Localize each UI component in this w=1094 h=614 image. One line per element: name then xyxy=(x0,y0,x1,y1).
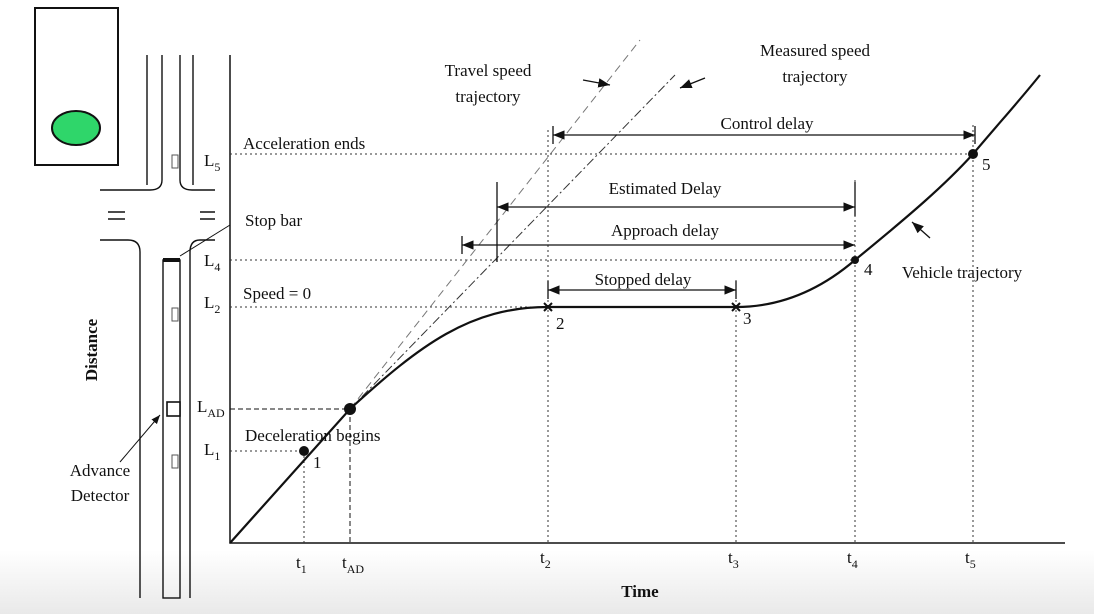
annotation: Travel speed xyxy=(445,61,532,80)
label-sub: 1 xyxy=(301,562,307,576)
annotation: trajectory xyxy=(455,87,521,106)
label-base: t xyxy=(728,548,733,567)
label-sub: 4 xyxy=(214,260,220,274)
delay-dimensions xyxy=(461,126,976,299)
point-label: 4 xyxy=(864,260,873,279)
annotation: Detector xyxy=(71,486,130,505)
annotation: Stopped delay xyxy=(595,270,692,289)
point-label: 1 xyxy=(313,453,322,472)
footer-shade xyxy=(0,550,1094,614)
label-base: t xyxy=(965,548,970,567)
x-label: t2 xyxy=(540,548,551,571)
annotation: Estimated Delay xyxy=(609,179,722,198)
label-base: t xyxy=(540,548,545,567)
y-label: L1 xyxy=(204,440,220,463)
label-sub: AD xyxy=(347,562,365,576)
x-axis-title: Time xyxy=(621,582,659,601)
annotation: Stop bar xyxy=(245,211,302,230)
x-label: tAD xyxy=(342,553,364,576)
label-base: L xyxy=(204,293,214,312)
green-light xyxy=(51,110,101,146)
annotation: Approach delay xyxy=(611,221,720,240)
guide-lines xyxy=(230,39,974,543)
annotation: Acceleration ends xyxy=(243,134,365,153)
label-base: t xyxy=(847,548,852,567)
point-label: 5 xyxy=(982,155,991,174)
x-label: t1 xyxy=(296,553,307,576)
annotation: Speed = 0 xyxy=(243,284,311,303)
annotation: trajectory xyxy=(782,67,848,86)
x-label: t5 xyxy=(965,548,976,571)
label-base: L xyxy=(204,440,214,459)
x-label: t3 xyxy=(728,548,739,571)
annotation: Deceleration begins xyxy=(245,426,380,445)
point-label: 3 xyxy=(743,309,752,328)
x-label: t4 xyxy=(847,548,858,571)
annotation: Control delay xyxy=(720,114,814,133)
y-label: L5 xyxy=(204,151,220,174)
label-sub: 5 xyxy=(970,557,976,571)
y-label: L2 xyxy=(204,293,220,316)
label-sub: 5 xyxy=(214,160,220,174)
label-sub: 3 xyxy=(733,557,739,571)
label-sub: 1 xyxy=(214,449,220,463)
trajectory-points xyxy=(299,149,978,456)
label-sub: 4 xyxy=(852,557,858,571)
label-sub: 2 xyxy=(545,557,551,571)
label-sub: 2 xyxy=(214,302,220,316)
label-base: L xyxy=(204,251,214,270)
label-base: t xyxy=(342,553,347,572)
y-label: LAD xyxy=(197,397,225,420)
annotation: Advance xyxy=(70,461,130,480)
point-label: 2 xyxy=(556,314,565,333)
vehicle-trajectory xyxy=(229,74,1041,544)
annotation: Vehicle trajectory xyxy=(902,263,1023,282)
y-label: L4 xyxy=(204,251,220,274)
label-base: L xyxy=(197,397,207,416)
axes xyxy=(229,55,1065,544)
y-axis-title: Distance xyxy=(82,318,101,381)
roadway xyxy=(100,55,231,599)
label-base: t xyxy=(296,553,301,572)
annotation: Measured speed xyxy=(760,41,870,60)
label-sub: AD xyxy=(207,406,225,420)
label-base: L xyxy=(204,151,214,170)
